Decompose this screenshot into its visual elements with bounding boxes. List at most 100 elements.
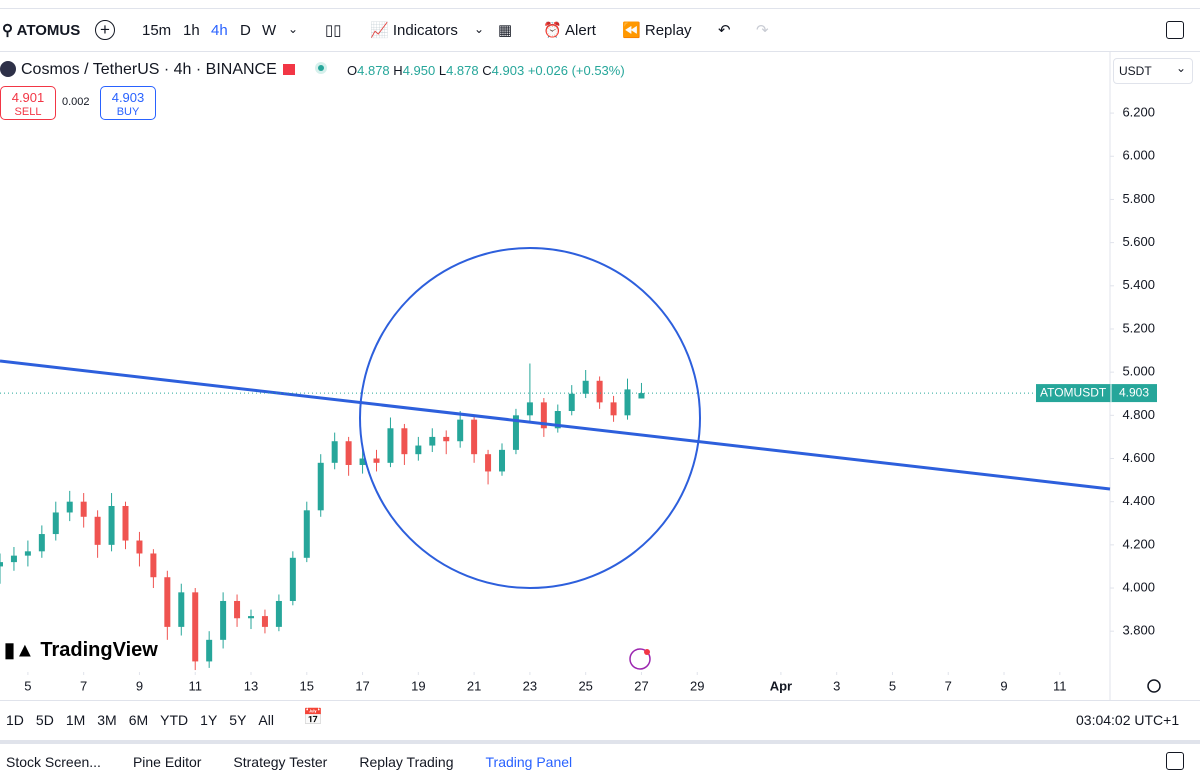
candle-body [554, 411, 561, 429]
candle-body [610, 402, 617, 416]
x-tick-label: 17 [355, 678, 369, 693]
price-tag-bg [1036, 384, 1157, 403]
sell-label[interactable]: SELL [14, 106, 42, 118]
interval[interactable]: W [262, 22, 277, 39]
range-button[interactable]: All [258, 712, 274, 728]
watermark: ▮▲ TradingView [4, 639, 158, 661]
candle-body [10, 555, 17, 563]
y-tick-label: 5.600 [1122, 234, 1155, 249]
y-tick-label: 5.800 [1122, 191, 1155, 206]
symbol[interactable]: ATOMUS [16, 22, 81, 39]
bottom-tab[interactable]: Strategy Tester [233, 754, 328, 770]
watermark-text: TradingView [40, 639, 158, 661]
buy-price[interactable]: 4.903 [111, 90, 145, 105]
candle-body [359, 458, 366, 465]
clock: 03:04:02 UTC+1 [1076, 712, 1180, 728]
candle-body [303, 510, 310, 558]
flag[interactable] [283, 64, 295, 75]
replay[interactable]: Replay [644, 22, 692, 39]
candle-body [443, 436, 450, 442]
candle-body [638, 393, 645, 399]
bottom-tab[interactable]: Pine Editor [132, 754, 202, 770]
symbol-logo [0, 61, 16, 77]
alert-button[interactable]: ⏰ Alert [543, 22, 596, 39]
fullscreen[interactable] [1166, 21, 1184, 39]
highlight-circle [359, 247, 701, 589]
range-button[interactable]: 6M [128, 712, 149, 728]
candle-body [596, 380, 603, 403]
candle-body [275, 600, 282, 627]
range-button[interactable]: YTD [160, 712, 189, 728]
x-tick-label: 5 [24, 678, 31, 693]
x-tick-label: 7 [945, 678, 952, 693]
candle-body [568, 393, 575, 412]
redo[interactable]: ↷ [756, 22, 769, 39]
indicators[interactable]: Indicators [392, 22, 458, 39]
ohlc-value: 4.878 [446, 63, 479, 78]
indicators-dropdown[interactable]: ⌄ [474, 22, 485, 36]
layouts[interactable]: ▦ [498, 22, 513, 39]
range-button[interactable]: 3M [97, 712, 117, 728]
y-tick-label: 4.000 [1122, 579, 1155, 594]
ohlc-label: C [482, 63, 492, 78]
indicators-button[interactable]: 📈 Indicators [370, 22, 458, 39]
events-dot [644, 649, 650, 655]
candle-body [192, 592, 199, 662]
interval[interactable]: D [240, 22, 251, 39]
ohlc-value: 4.878 [357, 63, 390, 78]
bottom-tab[interactable]: Replay Trading [359, 754, 454, 770]
interval[interactable]: 15m [142, 22, 172, 39]
interval[interactable]: 4h [211, 22, 228, 39]
currency[interactable]: USDT [1119, 64, 1152, 78]
range-button[interactable]: 5D [35, 712, 54, 728]
date-range[interactable]: 📅 [303, 709, 323, 726]
ohlc-label: L [438, 63, 447, 78]
axis-settings[interactable] [1147, 679, 1161, 693]
ohlc-value: 4.903 [491, 63, 525, 78]
candle-body [457, 419, 464, 442]
events-icon[interactable] [629, 648, 651, 670]
alert[interactable]: Alert [565, 22, 596, 39]
candle-body [373, 458, 380, 463]
chart-type[interactable]: ▯▯ [325, 22, 342, 39]
x-tick-label: 3 [833, 678, 840, 693]
spread: 0.002 [62, 96, 90, 108]
maximize-panel[interactable] [1166, 752, 1184, 770]
y-tick-label: 4.800 [1122, 407, 1155, 422]
candle-body [261, 616, 268, 627]
candle-body [206, 639, 213, 662]
trend-line [0, 359, 1111, 491]
candle-body [401, 428, 408, 455]
sell-price[interactable]: 4.901 [11, 90, 45, 105]
replay-button[interactable]: ⏪ Replay [622, 22, 692, 39]
buy-label[interactable]: BUY [116, 106, 140, 118]
x-tick-label: 11 [188, 678, 202, 693]
x-tick-label: 9 [136, 678, 143, 693]
legend-title: Cosmos / TetherUS · 4h · BINANCE [21, 61, 277, 78]
candle-body [80, 501, 87, 517]
y-tick-label: 4.200 [1122, 536, 1155, 551]
interval[interactable]: 1h [183, 22, 200, 39]
candle-body [248, 616, 255, 619]
range-button[interactable]: 1Y [200, 712, 218, 728]
ohlc: O4.878 H4.950 L4.878 C4.903 +0.026 (+0.5… [347, 64, 625, 77]
x-tick-label: 15 [300, 678, 314, 693]
x-tick-label: 7 [80, 678, 87, 693]
bottom-tab[interactable]: Trading Panel [485, 754, 573, 770]
range-button[interactable]: 5Y [229, 712, 247, 728]
top-border [0, 8, 1200, 9]
candle-body [471, 419, 478, 455]
sell-button[interactable]: 4.901 SELL [0, 86, 56, 120]
range-button[interactable]: 1D [6, 712, 24, 728]
bottom-panel [0, 740, 1200, 781]
candle-body [387, 428, 394, 463]
symbol-search[interactable]: ⚲ ATOMUS [2, 22, 81, 39]
interval-dropdown[interactable]: ⌄ [288, 22, 299, 36]
buy-button[interactable]: 4.903 BUY [100, 86, 156, 120]
range-button[interactable]: 1M [65, 712, 86, 728]
undo[interactable]: ↶ [718, 22, 731, 39]
add-symbol[interactable]: + [95, 20, 115, 40]
currency-select[interactable]: USDT ⌄ [1113, 58, 1193, 84]
candle-body [331, 441, 338, 463]
bottom-tab[interactable]: Stock Screen... [6, 754, 101, 770]
